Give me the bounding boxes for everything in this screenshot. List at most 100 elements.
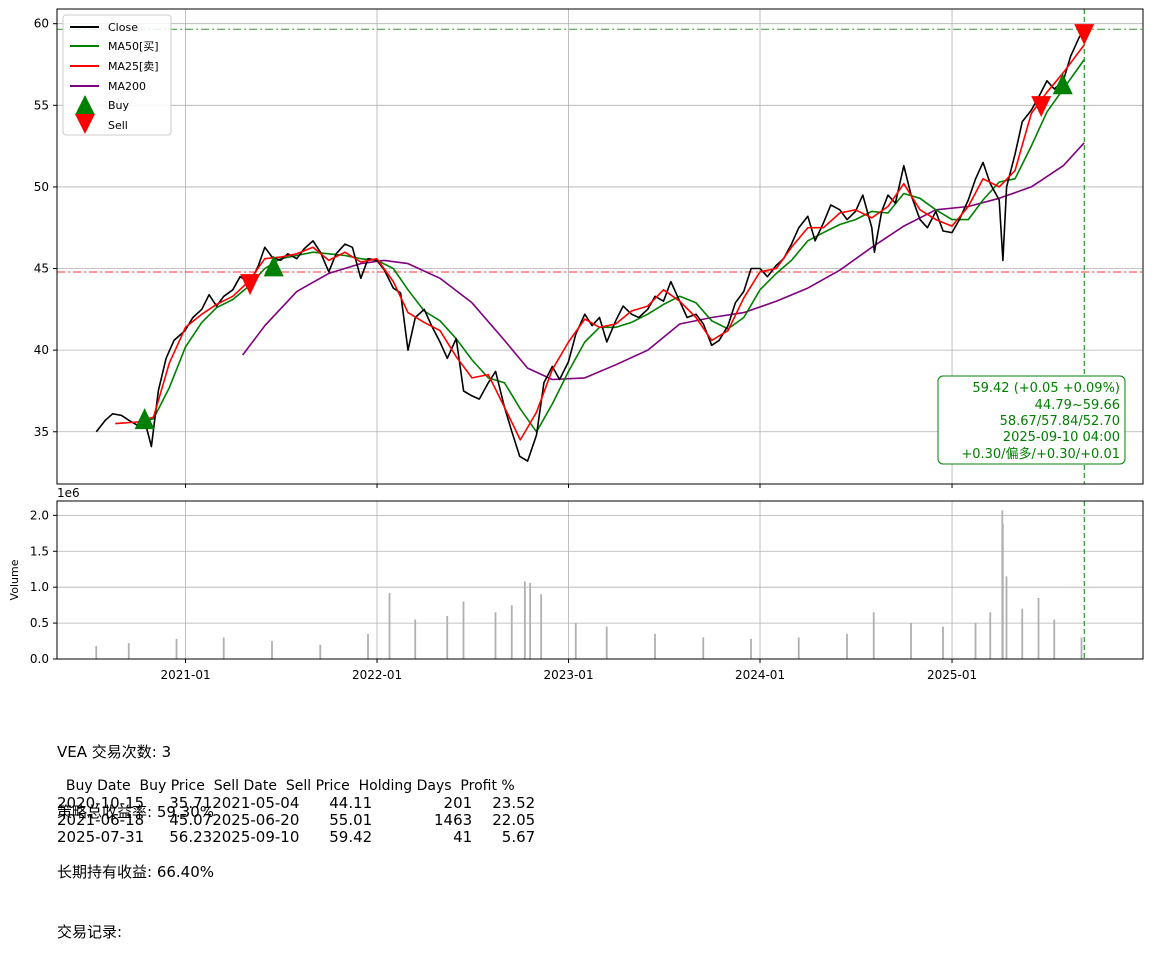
volume-scale-label: 1e6 xyxy=(57,486,80,500)
stats-buyhold-return: 长期持有收益: 66.40% xyxy=(57,863,215,881)
trade-cell-sell-price: 44.11 xyxy=(329,794,373,812)
volume-bar-22 xyxy=(846,633,848,659)
trade-cell-profit: 5.67 xyxy=(501,828,536,846)
price-ytick-label-60: 60 xyxy=(34,17,49,31)
volume-bars xyxy=(95,510,1083,659)
trade-cell-days: 1463 xyxy=(434,811,473,829)
buy-marker-2 xyxy=(1052,73,1073,95)
stats-trade-count: VEA 交易次数: 3 xyxy=(57,743,172,761)
trade-table-body: 2020-10-15 35.71 2021-05-04 44.11 201 23.52 20… xyxy=(57,795,535,846)
ma50-line xyxy=(141,59,1085,433)
volume-bar-13 xyxy=(523,581,526,659)
volume-bar-18 xyxy=(654,633,656,659)
info-line-mas: 58.67/57.84/52.70 xyxy=(1000,414,1120,429)
volume-ytick-label-1.0: 1.0 xyxy=(30,580,49,594)
close-line xyxy=(95,32,1085,462)
legend: Close MA50[买] MA25[卖] MA200 Buy Sell xyxy=(62,14,172,136)
sell-marker-1 xyxy=(1031,96,1052,118)
ma200-line xyxy=(242,142,1085,381)
stats-strategy-return: 策略总收益率: 59.30% xyxy=(57,803,215,821)
volume-bar-16 xyxy=(574,623,577,659)
trade-cell-buy-date: 2020-10-15 xyxy=(57,794,145,812)
volume-ytick-label-0.0: 0.0 xyxy=(30,652,49,666)
volume-axis-label: Volume xyxy=(8,559,21,600)
trade-cell-profit: 22.05 xyxy=(492,811,536,829)
info-line-range: 44.79~59.66 xyxy=(1035,398,1120,413)
trade-cell-sell-price: 59.42 xyxy=(329,828,373,846)
volume-bar-6 xyxy=(367,633,369,659)
volume-bar-14 xyxy=(529,582,532,659)
info-line-price: 59.42 (+0.05 +0.09%) xyxy=(972,381,1120,396)
legend-ma200-label: MA200 xyxy=(108,80,146,93)
volume-axes-frame xyxy=(56,500,1144,660)
volume-ytick-label-2.0: 2.0 xyxy=(30,508,49,522)
volume-bar-27 xyxy=(989,612,992,659)
trade-cell-profit: 23.52 xyxy=(492,794,536,812)
x-tick-label-2025-01: 2025-01 xyxy=(927,668,977,682)
x-tick-label-2022-01: 2022-01 xyxy=(352,668,402,682)
legend-ma50-label: MA50[买] xyxy=(108,40,159,53)
trade-cell-buy-price: 45.07 xyxy=(169,811,213,829)
trade-row: 2021-06-18 45.07 2025-06-20 55.01 1463 22.05 xyxy=(57,812,535,829)
legend-close-label: Close xyxy=(108,21,138,34)
trade-cell-buy-price: 35.71 xyxy=(169,794,213,812)
price-axes-frame xyxy=(56,8,1144,485)
buy-marker-0 xyxy=(134,408,155,430)
price-ytick-label-55: 55 xyxy=(34,98,49,112)
volume-bar-34 xyxy=(1080,637,1083,659)
info-line-datetime: 2025-09-10 04:00 xyxy=(1003,430,1120,445)
price-grid xyxy=(57,9,1143,484)
trade-cell-sell-price: 55.01 xyxy=(329,811,373,829)
price-ytick-label-50: 50 xyxy=(34,180,49,194)
volume-bar-31 xyxy=(1021,608,1024,659)
price-ytick-label-45: 45 xyxy=(34,262,49,276)
chart-canvas: 35 40 45 50 55 60 0.0 0.5 1.0 1.5 2.0 2021-01 2022… xyxy=(8,8,1144,682)
legend-buy-marker xyxy=(75,95,95,115)
legend-ma25-label: MA25[卖] xyxy=(108,60,159,73)
ma25-line xyxy=(115,44,1085,441)
trade-cell-sell-date: 2021-05-04 xyxy=(212,794,300,812)
volume-bar-4 xyxy=(271,641,273,659)
volume-bar-1 xyxy=(127,643,130,659)
volume-bar-32 xyxy=(1037,597,1040,659)
trade-cell-buy-price: 56.23 xyxy=(169,828,213,846)
legend-sell-marker xyxy=(75,114,95,134)
volume-bar-10 xyxy=(462,601,465,659)
volume-bar-8 xyxy=(414,619,417,659)
sell-marker-0 xyxy=(240,274,261,296)
info-box-frame xyxy=(937,375,1126,465)
stats-trades-title: 交易记录: xyxy=(57,923,123,941)
legend-buy-label: Buy xyxy=(108,99,130,112)
trade-table: 2020-10-15 35.71 2021-05-04 44.11 201 23.52 20… xyxy=(57,795,535,846)
x-axis-ticks: 2021-01 2022-01 2023-01 2024-01 2025-01 xyxy=(160,484,977,682)
trade-records: Buy Date Buy Price Sell Date Sell Price … xyxy=(57,778,535,846)
volume-bar-20 xyxy=(750,638,752,659)
volume-bar-0 xyxy=(95,646,98,659)
volume-bar-24 xyxy=(910,623,912,659)
x-tick-label-2021-01: 2021-01 xyxy=(160,668,210,682)
volume-bar-11 xyxy=(494,612,497,659)
sell-marker-2 xyxy=(1074,24,1095,46)
volume-bar-3 xyxy=(222,637,225,659)
volume-bar-19 xyxy=(702,637,705,659)
volume-bar-5 xyxy=(319,644,322,659)
trade-cell-buy-date: 2025-07-31 xyxy=(57,828,145,846)
volume-bar-30 xyxy=(1005,576,1008,659)
volume-bar-26 xyxy=(974,623,977,659)
trade-markers xyxy=(134,24,1095,430)
volume-ytick-label-0.5: 0.5 xyxy=(30,616,49,630)
price-y-ticks: 35 40 45 50 55 60 xyxy=(34,17,57,439)
trade-table-header: Buy Date Buy Price Sell Date Sell Price … xyxy=(57,778,515,794)
volume-bar-21 xyxy=(797,637,800,659)
info-line-signal: +0.30/偏多/+0.30/+0.01 xyxy=(961,446,1120,462)
x-tick-label-2023-01: 2023-01 xyxy=(543,668,593,682)
buy-marker-1 xyxy=(263,255,284,277)
trade-row: 2020-10-15 35.71 2021-05-04 44.11 201 23.52 xyxy=(57,795,535,812)
info-box: 59.42 (+0.05 +0.09%) 44.79~59.66 58.67/5… xyxy=(937,375,1126,465)
trade-cell-sell-date: 2025-06-20 xyxy=(212,811,300,829)
volume-bar-29 xyxy=(1001,523,1004,659)
volume-grid xyxy=(57,501,1143,660)
volume-y-ticks: 0.0 0.5 1.0 1.5 2.0 xyxy=(30,508,57,666)
volume-bar-23 xyxy=(872,612,875,659)
volume-bar-2 xyxy=(175,638,178,659)
